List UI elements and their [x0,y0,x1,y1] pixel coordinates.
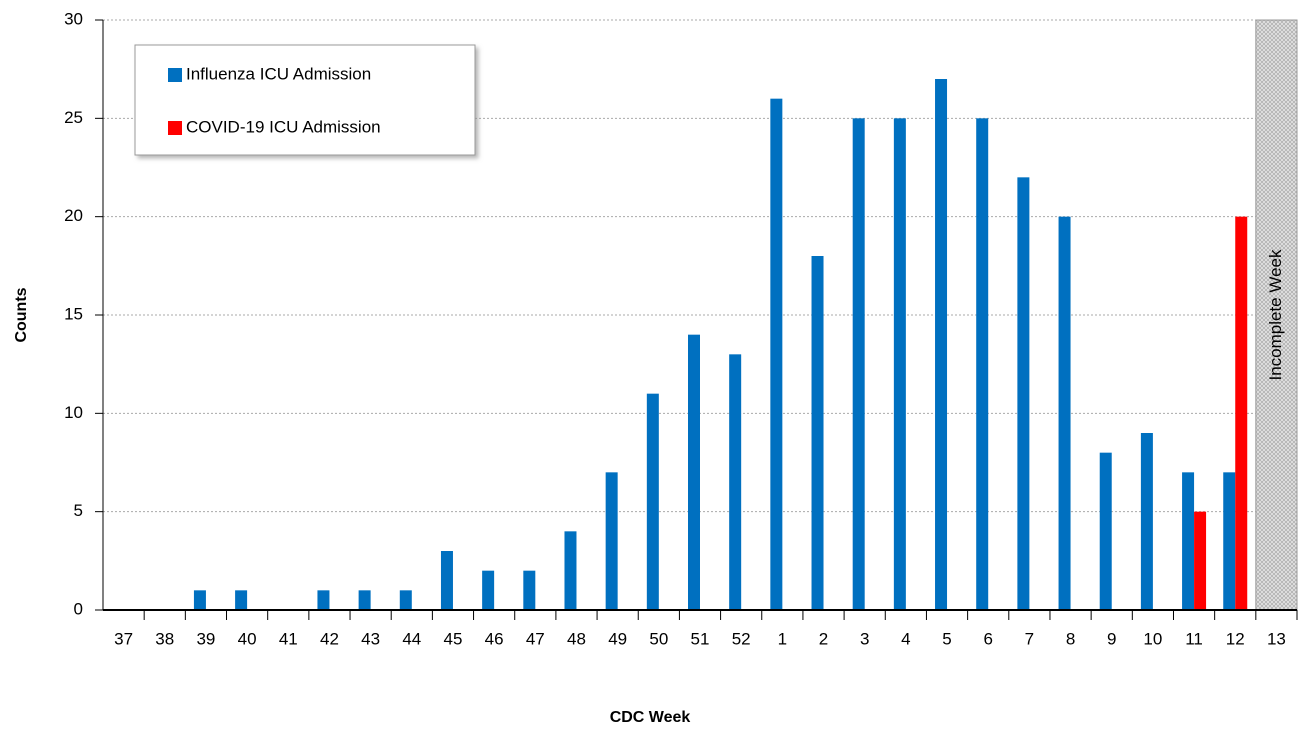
x-tick-label: 50 [649,629,668,648]
x-tick-label: 7 [1025,629,1034,648]
x-axis-title: CDC Week [610,709,691,726]
x-tick-label: 39 [196,629,215,648]
bar [1017,177,1030,611]
legend-label: COVID-19 ICU Admission [186,117,381,136]
bar [935,79,948,610]
x-tick-label: 52 [732,629,751,648]
y-tick-label: 0 [74,599,83,618]
y-tick-label: 10 [64,403,83,422]
y-tick-label: 15 [64,304,83,323]
bar [358,590,371,610]
x-tick-label: 3 [860,629,869,648]
x-tick-label: 49 [608,629,627,648]
bar [811,256,824,610]
y-tick-label: 20 [64,206,83,225]
x-tick-label: 47 [526,629,545,648]
x-tick-label: 42 [320,629,339,648]
bar [1235,216,1248,610]
bar [399,590,412,610]
y-axis-title: Counts [13,287,30,342]
bar [523,570,536,610]
x-tick-label: 10 [1143,629,1162,648]
bar [440,551,453,610]
bar [564,531,577,610]
x-tick-label: 4 [901,629,910,648]
legend-swatch [168,68,182,82]
x-tick-label: 8 [1066,629,1075,648]
bar [1182,472,1195,610]
y-tick-label: 25 [64,108,83,127]
bar [1140,433,1153,610]
bar [770,98,783,611]
bar [605,472,618,610]
incomplete-region [1255,19,1298,611]
bar [1223,472,1236,610]
x-tick-label: 40 [238,629,257,648]
x-tick-label: 2 [819,629,828,648]
x-tick-label: 48 [567,629,586,648]
x-tick-label: 41 [279,629,298,648]
x-tick-label: 44 [402,629,421,648]
bar [976,118,989,610]
legend-box [134,44,476,156]
x-tick-label: 5 [942,629,951,648]
bar [646,393,659,610]
legend-label: Influenza ICU Admission [186,64,371,83]
bar [317,590,330,610]
x-tick-label: 43 [361,629,380,648]
x-tick-label: 6 [983,629,992,648]
bar [1058,216,1071,610]
x-tick-label: 11 [1185,629,1203,648]
x-tick-label: 46 [485,629,504,648]
x-tick-label: 9 [1107,629,1116,648]
bar [893,118,906,610]
x-tick-label: 12 [1226,629,1245,648]
bar [852,118,865,610]
legend: Influenza ICU Admission COVID-19 ICU Admi… [134,44,476,156]
bar [482,570,495,610]
legend-swatch [168,121,182,135]
bar [688,334,700,610]
annotation: Incomplete Week [1266,249,1285,381]
x-tick-label: 38 [155,629,174,648]
y-tick-label: 5 [74,501,83,520]
x-tick-label: 1 [778,629,787,648]
x-tick-label: 45 [444,629,463,648]
x-tick-label: 13 [1267,629,1286,648]
bar [729,354,742,610]
y-tick-label: 30 [64,9,83,28]
x-tick-label: 37 [114,629,133,648]
bar [1099,452,1112,610]
bar [193,590,206,610]
x-tick-label: 51 [691,629,710,648]
bar [1194,511,1207,610]
bar [235,590,248,610]
